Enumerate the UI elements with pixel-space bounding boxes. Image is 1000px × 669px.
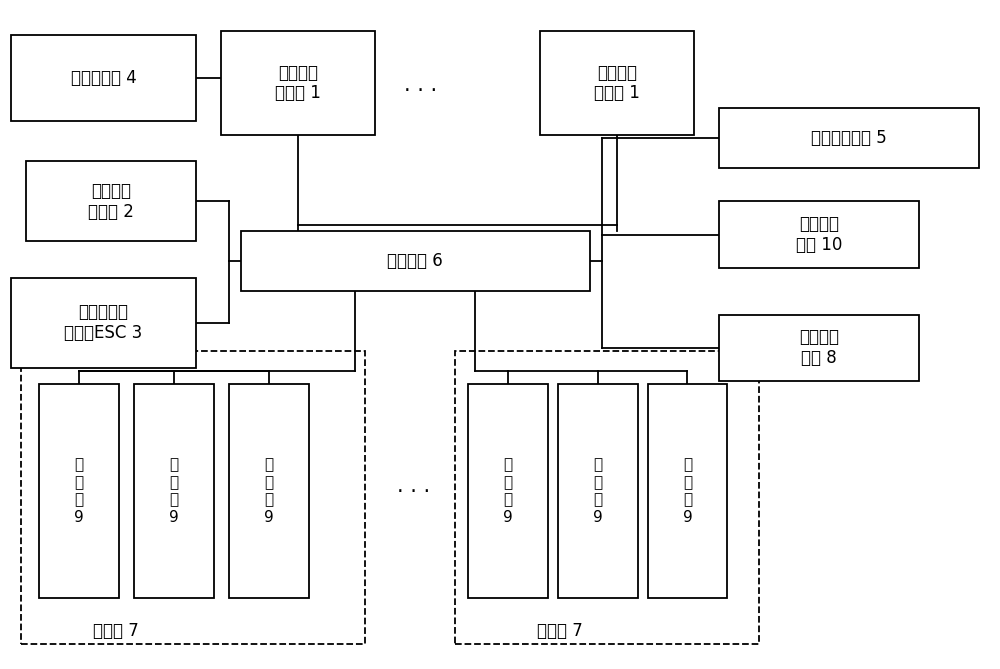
Bar xyxy=(719,108,979,168)
Bar xyxy=(26,161,196,242)
Bar xyxy=(540,31,694,134)
Text: 点
火
器
9: 点 火 器 9 xyxy=(503,458,513,524)
Text: 气囊组 7: 气囊组 7 xyxy=(537,622,583,640)
Bar xyxy=(39,385,119,597)
Text: 气囊组 7: 气囊组 7 xyxy=(93,622,139,640)
Text: 电子稳定控
制系统ESC 3: 电子稳定控 制系统ESC 3 xyxy=(64,304,143,343)
Text: 报警处理
装置 8: 报警处理 装置 8 xyxy=(799,328,839,367)
Bar xyxy=(11,278,196,368)
Bar xyxy=(455,351,759,644)
Text: 胎压监测
传感器 1: 胎压监测 传感器 1 xyxy=(275,64,321,102)
Bar xyxy=(21,351,365,644)
Text: . . .: . . . xyxy=(397,476,430,496)
Bar xyxy=(719,314,919,381)
Text: 点
火
器
9: 点 火 器 9 xyxy=(74,458,84,524)
Bar xyxy=(11,35,196,121)
Text: 智能灯光
控制器 2: 智能灯光 控制器 2 xyxy=(88,182,134,221)
Bar xyxy=(221,31,375,134)
Bar xyxy=(134,385,214,597)
Bar xyxy=(241,231,590,291)
Text: 主控制器 6: 主控制器 6 xyxy=(387,252,443,270)
Text: . . .: . . . xyxy=(404,75,437,95)
Text: 发动机系统 4: 发动机系统 4 xyxy=(71,69,136,87)
Text: 点
火
器
9: 点 火 器 9 xyxy=(169,458,179,524)
Text: 点
火
器
9: 点 火 器 9 xyxy=(264,458,274,524)
Bar xyxy=(648,385,727,597)
Bar xyxy=(558,385,638,597)
Text: 点
火
器
9: 点 火 器 9 xyxy=(683,458,692,524)
Text: 光亮度传
感器 10: 光亮度传 感器 10 xyxy=(796,215,842,254)
Bar xyxy=(719,201,919,268)
Text: 汽车转向系统 5: 汽车转向系统 5 xyxy=(811,129,887,147)
Text: 胎压监测
传感器 1: 胎压监测 传感器 1 xyxy=(594,64,640,102)
Bar xyxy=(229,385,309,597)
Text: 点
火
器
9: 点 火 器 9 xyxy=(593,458,603,524)
Bar xyxy=(468,385,548,597)
